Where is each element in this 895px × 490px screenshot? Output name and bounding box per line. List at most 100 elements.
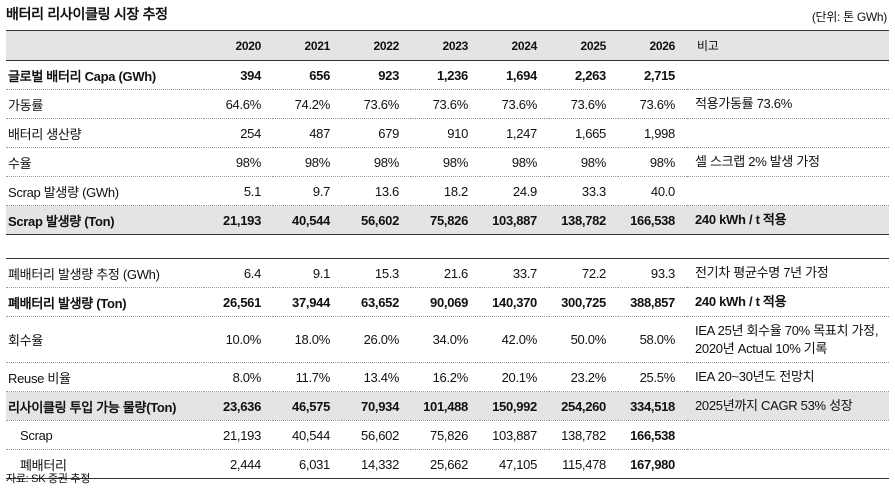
cell-value: 138,782 xyxy=(561,212,606,228)
header-year-2024: 2024 xyxy=(511,38,538,53)
cell-value: 26.0% xyxy=(363,332,400,347)
cell-value: 93.3 xyxy=(650,265,675,281)
cell-value: 73.6% xyxy=(639,96,676,112)
cell-value: 42.0% xyxy=(501,332,538,347)
cell-value: 1,236 xyxy=(436,67,468,83)
row-note: 240 kWh / t 적용 xyxy=(695,294,787,310)
cell-value: 90,069 xyxy=(430,294,468,310)
cell-value: 679 xyxy=(378,125,399,141)
cell-value: 20.1% xyxy=(501,369,538,385)
cell-value: 46,575 xyxy=(292,398,330,414)
cell-value: 103,887 xyxy=(492,212,537,228)
row-label: 배터리 생산량 xyxy=(8,126,82,142)
table-row: 수율 98% 98% 98% 98% 98% 98% 98% 셀 스크랩 2% … xyxy=(6,148,889,177)
header-row: 2020 2021 2022 2023 2024 2025 2026 비고 xyxy=(6,30,889,61)
row-label: 수율 xyxy=(8,155,32,171)
row-label: 글로벌 배터리 Capa (GWh) xyxy=(8,68,156,84)
row-label: 가동률 xyxy=(8,97,43,113)
cell-value: 150,992 xyxy=(492,398,537,414)
cell-value: 6.4 xyxy=(243,265,261,281)
cell-value: 40,544 xyxy=(292,212,330,228)
cell-value: 9.1 xyxy=(312,265,330,281)
row-note: 전기차 평균수명 7년 가정 xyxy=(695,265,829,281)
cell-value: 56,602 xyxy=(361,212,399,228)
cell-value: 25.5% xyxy=(639,369,676,385)
row-label: Scrap 발생량 (Ton) xyxy=(8,213,115,229)
cell-value: 21,193 xyxy=(223,427,261,443)
cell-value: 115,478 xyxy=(562,456,606,472)
cell-value: 394 xyxy=(240,67,261,83)
cell-value: 18.2 xyxy=(443,183,468,199)
cell-value: 166,538 xyxy=(630,427,675,443)
cell-value: 24.9 xyxy=(512,183,537,199)
row-note xyxy=(687,119,889,148)
cell-value: 1,665 xyxy=(574,125,606,141)
cell-value: 14,332 xyxy=(361,456,399,472)
cell-value: 75,826 xyxy=(430,212,468,228)
cell-value: 1,247 xyxy=(505,125,537,141)
row-label: 리사이클링 투입 가능 물량(Ton) xyxy=(8,399,177,415)
header-year-2023: 2023 xyxy=(442,38,469,53)
cell-value: 254 xyxy=(240,125,261,141)
market-estimate-table: 2020 2021 2022 2023 2024 2025 2026 비고 글로… xyxy=(6,30,889,479)
cell-value: 11.7% xyxy=(295,369,331,385)
cell-value: 64.6% xyxy=(225,96,262,112)
table-row: 회수율 10.0% 18.0% 26.0% 34.0% 42.0% 50.0% … xyxy=(6,317,889,363)
row-note xyxy=(687,450,889,479)
cell-value: 334,518 xyxy=(630,398,675,414)
cell-value: 138,782 xyxy=(561,427,606,443)
spacer-row xyxy=(6,235,889,259)
cell-value: 13.4% xyxy=(363,369,400,385)
header-year-2022: 2022 xyxy=(373,38,400,53)
cell-value: 73.6% xyxy=(570,96,607,112)
cell-value: 15.3 xyxy=(374,265,399,281)
cell-value: 98% xyxy=(442,154,468,170)
row-label: 폐배터리 발생량 (Ton) xyxy=(8,295,127,311)
cell-value: 47,105 xyxy=(499,456,537,472)
cell-value: 13.6 xyxy=(374,183,399,199)
row-note xyxy=(687,177,889,206)
cell-value: 2,263 xyxy=(574,67,606,83)
row-note: 셀 스크랩 2% 발생 가정 xyxy=(695,154,820,170)
table-title: 배터리 리사이클링 시장 추정 xyxy=(6,6,168,22)
table-row: 배터리 생산량 254 487 679 910 1,247 1,665 1,99… xyxy=(6,119,889,148)
cell-value: 34.0% xyxy=(432,332,469,347)
cell-value: 656 xyxy=(309,67,330,83)
cell-value: 98% xyxy=(373,154,399,170)
cell-value: 56,602 xyxy=(361,427,399,443)
row-note: 2025년까지 CAGR 53% 성장 xyxy=(695,398,853,414)
cell-value: 923 xyxy=(378,67,399,83)
row-label: Scrap 발생량 (GWh) xyxy=(8,184,119,200)
cell-value: 58.0% xyxy=(639,332,676,347)
row-note xyxy=(687,421,889,450)
row-note xyxy=(687,61,889,90)
header-year-2026: 2026 xyxy=(649,38,676,53)
cell-value: 98% xyxy=(304,154,330,170)
cell-value: 9.7 xyxy=(312,183,330,199)
cell-value: 98% xyxy=(580,154,606,170)
cell-value: 167,980 xyxy=(630,456,675,472)
cell-value: 73.6% xyxy=(432,96,469,112)
header-year-2025: 2025 xyxy=(580,38,607,53)
cell-value: 72.2 xyxy=(581,265,606,281)
cell-value: 21.6 xyxy=(443,265,468,281)
cell-value: 33.3 xyxy=(581,183,606,199)
cell-value: 23.2% xyxy=(570,369,607,385)
unit-note: (단위: 톤 GWh) xyxy=(811,10,887,24)
cell-value: 37,944 xyxy=(292,294,330,310)
cell-value: 70,934 xyxy=(361,398,399,414)
row-label: 폐배터리 xyxy=(20,457,67,473)
cell-value: 910 xyxy=(447,125,468,141)
cell-value: 73.6% xyxy=(363,96,400,112)
row-note: IEA 20~30년도 전망치 xyxy=(695,369,815,385)
cell-value: 300,725 xyxy=(561,294,606,310)
row-note: 적용가동률 73.6% xyxy=(695,96,792,112)
cell-value: 26,561 xyxy=(223,294,261,310)
table-row: 폐배터리 발생량 추정 (GWh) 6.4 9.1 15.3 21.6 33.7… xyxy=(6,258,889,288)
header-year-2021: 2021 xyxy=(304,38,331,53)
cell-value: 101,488 xyxy=(423,398,468,414)
row-note: IEA 25년 회수율 70% 목표치 가정, 2020년 Actual 10%… xyxy=(695,322,879,356)
header-year-2020: 2020 xyxy=(235,38,262,53)
table-row: 가동률 64.6% 74.2% 73.6% 73.6% 73.6% 73.6% … xyxy=(6,90,889,119)
cell-value: 98% xyxy=(235,154,261,170)
